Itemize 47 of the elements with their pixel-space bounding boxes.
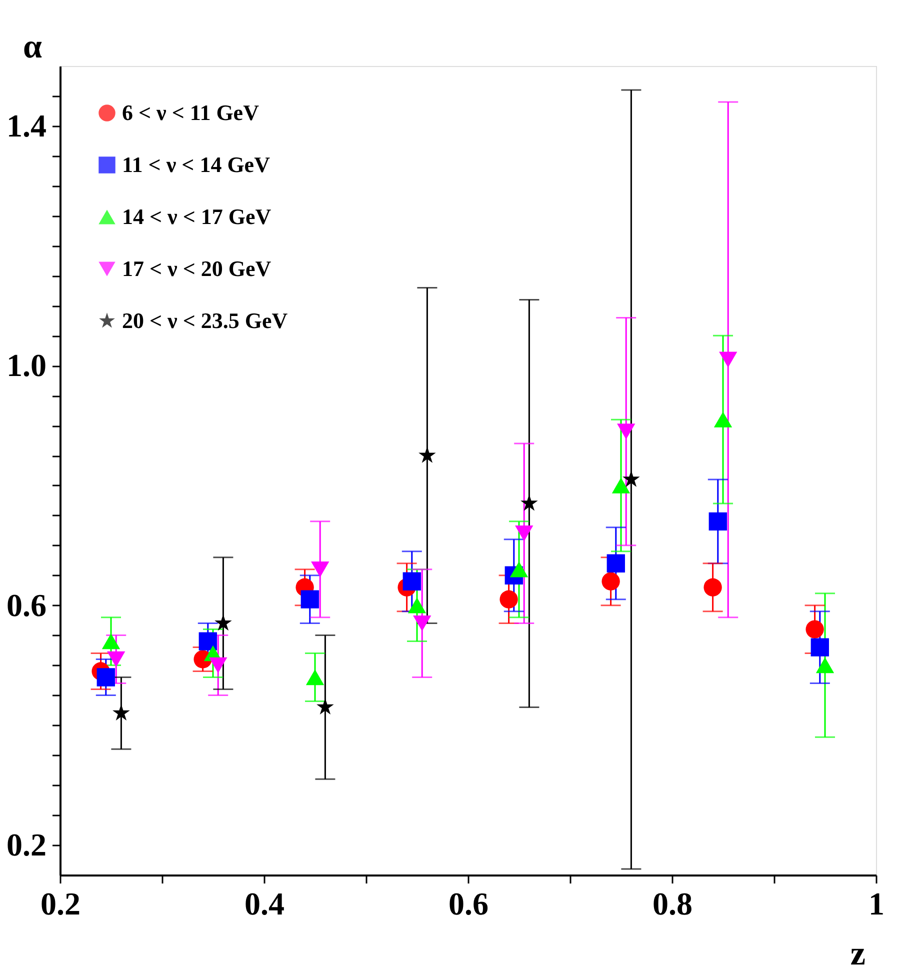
- x-tick-label: 0.6: [448, 886, 488, 922]
- point: [714, 412, 732, 428]
- y-tick-label: 0.6: [6, 586, 46, 623]
- point: [209, 657, 228, 674]
- x-axis-title: z: [850, 936, 866, 972]
- y-tick-label: 0.2: [6, 826, 46, 863]
- point: [810, 638, 829, 656]
- y-tick-label: 1.0: [6, 347, 46, 384]
- point: [408, 597, 426, 614]
- point: [500, 590, 518, 608]
- x-tick-label: 0.8: [652, 886, 692, 922]
- point: [704, 578, 722, 596]
- point: [719, 352, 738, 368]
- y-axis-title: α: [23, 28, 42, 66]
- legend-label: 14 < ν < 17 GeV: [122, 204, 272, 229]
- point: [806, 620, 824, 638]
- point: [316, 698, 334, 715]
- point: [612, 478, 630, 494]
- x-tick-label: 0.2: [40, 886, 80, 922]
- point: [311, 562, 330, 578]
- point: [510, 562, 528, 578]
- x-tick-label: 1: [868, 886, 884, 922]
- point: [96, 668, 115, 686]
- point: [617, 424, 636, 440]
- point: [107, 651, 126, 668]
- point: [708, 512, 727, 531]
- point: [602, 572, 620, 590]
- point: [418, 446, 436, 463]
- point: [622, 470, 640, 487]
- point: [520, 494, 538, 511]
- point: [102, 633, 120, 650]
- point: [306, 669, 324, 686]
- point: [606, 554, 625, 572]
- point: [402, 572, 421, 590]
- legend-label: 17 < ν < 20 GeV: [122, 256, 272, 281]
- point: [214, 614, 232, 631]
- y-tick-label: 1.4: [6, 107, 46, 144]
- point: [112, 704, 130, 721]
- point: [300, 590, 319, 608]
- point: [515, 526, 534, 542]
- legend-label: 11 < ν < 14 GeV: [122, 152, 270, 177]
- legend-label: 20 < ν < 23.5 GeV: [122, 308, 288, 333]
- x-tick-label: 0.4: [244, 886, 284, 922]
- point: [816, 657, 834, 674]
- point: [198, 632, 217, 650]
- point: [413, 615, 432, 632]
- legend-label: 6 < ν < 11 GeV: [122, 100, 260, 125]
